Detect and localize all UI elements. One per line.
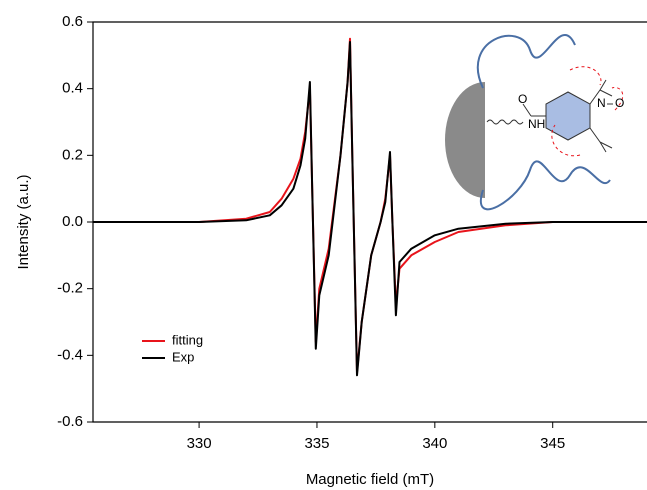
- x-axis-label: Magnetic field (mT): [306, 471, 434, 488]
- series-line: [93, 37, 647, 373]
- inset-molecule: O NH N O: [445, 34, 624, 211]
- y-tick-label: 0.0: [62, 213, 83, 230]
- y-tick-label: -0.6: [57, 413, 83, 430]
- x-tick-label: 330: [187, 435, 212, 452]
- x-tick-label: 345: [540, 435, 565, 452]
- polymer-chain: [476, 34, 611, 211]
- y-tick-label: 0.6: [62, 13, 83, 30]
- x-tick-label: 335: [304, 435, 329, 452]
- y-axis-label: Intensity (a.u.): [15, 174, 32, 269]
- series-line: [93, 41, 647, 377]
- x-tick-label: 340: [422, 435, 447, 452]
- atom-label: NH: [528, 117, 545, 131]
- y-tick-label: -0.4: [57, 346, 83, 363]
- y-tick-label: -0.2: [57, 280, 83, 297]
- rotation-arrows: [551, 66, 624, 157]
- y-tick-label: 0.2: [62, 146, 83, 163]
- atom-label: O: [615, 96, 624, 110]
- linker: [486, 119, 524, 125]
- y-tick-label: 0.4: [62, 80, 83, 97]
- surface: [445, 82, 485, 198]
- atom-label: N: [597, 96, 606, 110]
- legend-label: fitting: [172, 332, 203, 347]
- bonds: [522, 79, 613, 153]
- legend-label: Exp: [172, 349, 194, 364]
- atom-label: O: [518, 92, 527, 106]
- ring: [545, 91, 591, 141]
